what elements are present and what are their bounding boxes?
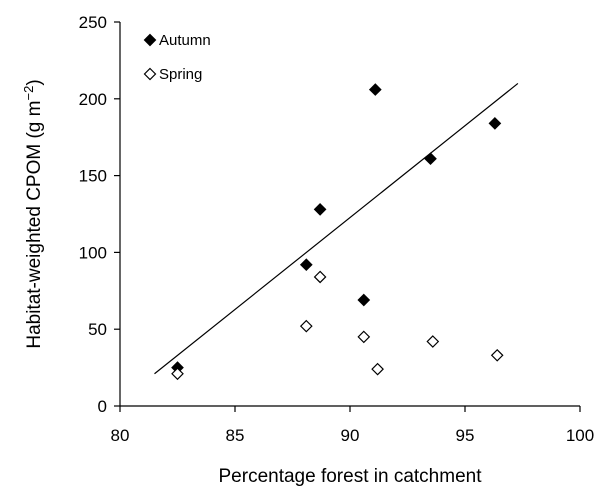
spring-point	[171, 367, 184, 381]
x-ticks: 80 85 90 95 100	[111, 406, 594, 445]
spring-point	[371, 362, 384, 376]
y-axis-label-main: Habitat-weighted CPOM (g m	[24, 101, 45, 349]
legend-item-autumn: Autumn	[143, 32, 211, 49]
legend: Autumn Spring	[143, 32, 211, 83]
x-axis-label: Percentage forest in catchment	[219, 466, 483, 487]
legend-marker-autumn	[143, 33, 157, 47]
y-axis-label-superscript: −2	[21, 86, 36, 101]
autumn-point	[313, 203, 327, 216]
x-tick-label: 80	[111, 426, 130, 445]
autumn-point	[368, 83, 382, 96]
data-points	[171, 83, 504, 381]
y-tick-label: 250	[79, 13, 107, 32]
autumn-point	[488, 117, 502, 130]
spring-point	[357, 330, 371, 344]
legend-label-autumn: Autumn	[159, 32, 211, 49]
spring-point	[426, 335, 440, 348]
y-axis-label: Habitat-weighted CPOM (g m−2)	[21, 79, 45, 348]
autumn-point	[299, 258, 313, 272]
y-ticks: 0 50 100 150 200 250	[79, 13, 120, 416]
y-tick-label: 0	[98, 397, 107, 416]
y-tick-label: 150	[79, 167, 107, 186]
autumn-point	[424, 152, 437, 166]
legend-item-spring: Spring	[143, 66, 202, 83]
trendline-group	[154, 82, 519, 375]
x-tick-label: 90	[341, 426, 360, 445]
spring-point	[299, 319, 313, 333]
y-axis-label-end: )	[24, 79, 45, 85]
x-tick-label: 95	[456, 426, 475, 445]
x-tick-label: 85	[226, 426, 245, 445]
y-tick-label: 100	[79, 243, 107, 262]
legend-marker-spring	[143, 67, 157, 81]
y-tick-label: 200	[79, 90, 107, 109]
legend-label-spring: Spring	[159, 66, 202, 83]
spring-point	[313, 270, 327, 284]
x-tick-label: 100	[566, 426, 594, 445]
spring-point	[490, 348, 504, 362]
autumn-trendline	[154, 82, 519, 375]
y-tick-label: 50	[88, 320, 107, 339]
autumn-point	[357, 293, 371, 307]
